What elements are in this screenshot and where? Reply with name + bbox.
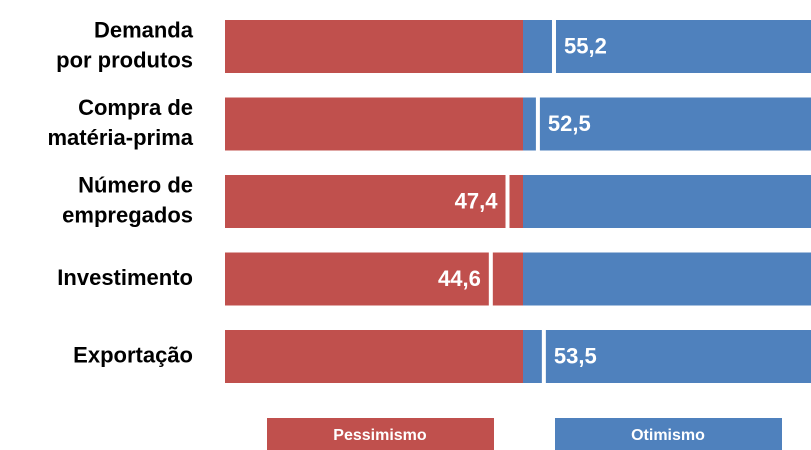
category-label: matéria-prima — [47, 125, 193, 150]
pessimism-bar — [225, 175, 523, 228]
legend-label: Pessimismo — [333, 427, 427, 444]
category-label: Exportação — [73, 342, 193, 367]
category-label: empregados — [62, 202, 193, 227]
value-label: 52,5 — [548, 111, 591, 136]
pessimism-bar — [225, 97, 523, 151]
pessimism-bar — [225, 20, 523, 73]
category-label: Investimento — [57, 265, 193, 290]
optimism-bar — [523, 20, 811, 73]
category-label: Número de — [78, 172, 193, 197]
optimism-bar — [523, 252, 811, 306]
category-label: por produtos — [56, 47, 193, 72]
optimism-bar — [523, 175, 811, 228]
value-label: 44,6 — [438, 266, 481, 291]
pessimism-bar — [225, 330, 523, 383]
optimism-bar — [523, 330, 811, 383]
legend-swatch — [267, 418, 494, 450]
value-label: 47,4 — [455, 188, 499, 213]
category-label: Demanda — [94, 17, 194, 42]
category-label: Compra de — [78, 95, 193, 120]
optimism-bar — [523, 97, 811, 151]
legend-swatch — [555, 418, 782, 450]
legend-label: Otimismo — [631, 427, 705, 444]
pessimism-bar — [225, 252, 523, 306]
value-label: 53,5 — [554, 343, 597, 368]
value-label: 55,2 — [564, 33, 607, 58]
